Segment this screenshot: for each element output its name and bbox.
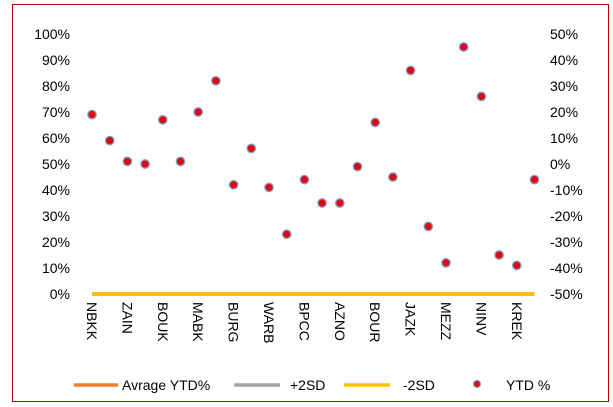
right-tick-label: 30% <box>550 78 578 94</box>
legend-label: Avrage YTD% <box>122 377 210 393</box>
right-tick-label: -50% <box>550 286 583 302</box>
category-label: BOUK <box>155 302 171 342</box>
ytd-point <box>334 198 345 208</box>
ytd-point <box>87 109 97 120</box>
ytd-point <box>511 260 522 271</box>
left-axis: 100% 90% 80% 70% 60% 50% 40% 30% 20% 10% 0% <box>34 26 70 302</box>
ytd-point <box>299 174 310 185</box>
left-tick-label: 30% <box>42 208 70 224</box>
category-label: NINV <box>473 302 489 336</box>
ytd-point <box>441 257 451 268</box>
category-axis: NBKK ZAIN BOUK MABK BURG WARB BPCC AZNO BOUR JAZK… <box>84 302 525 343</box>
ytd-point <box>458 42 469 52</box>
left-tick-label: 60% <box>42 130 70 146</box>
legend-label: YTD % <box>506 377 550 393</box>
ytd-point <box>529 174 540 185</box>
right-tick-label: 20% <box>550 104 578 120</box>
right-tick-label: 50% <box>550 26 578 42</box>
ytd-point <box>193 107 204 117</box>
category-label: KREK <box>509 302 525 341</box>
ytd-point <box>264 182 274 193</box>
category-label: BOUR <box>367 302 383 342</box>
ytd-point <box>388 172 398 182</box>
right-tick-label: 10% <box>550 130 578 146</box>
category-label: ZAIN <box>119 302 135 334</box>
ytd-point <box>246 143 257 154</box>
ytd-point <box>476 91 487 102</box>
category-label: JAZK <box>403 302 419 337</box>
category-label: BPCC <box>296 302 312 341</box>
legend-label: +2SD <box>290 377 325 393</box>
right-axis: 50% 40% 30% 20% 10% 0% -10% -20% -30% -40% -50% <box>550 26 583 302</box>
scatter-chart: 100% 90% 80% 70% 60% 50% 40% 30% 20% 10% 0% 50% 40%… <box>12 4 609 402</box>
ytd-point <box>122 156 133 167</box>
ytd-point <box>157 114 168 125</box>
chart-border <box>12 4 609 402</box>
right-tick-label: -40% <box>550 260 583 276</box>
left-tick-label: 80% <box>42 78 70 94</box>
left-tick-label: 20% <box>42 234 70 250</box>
left-tick-label: 10% <box>42 260 70 276</box>
ytd-point <box>352 161 363 172</box>
ytd-point <box>405 65 416 76</box>
ytd-point <box>494 250 504 260</box>
ytd-point <box>317 198 327 208</box>
left-tick-label: 70% <box>42 104 70 120</box>
category-label: MABK <box>190 302 206 342</box>
chart-frame: 100% 90% 80% 70% 60% 50% 40% 30% 20% 10% 0% 50% 40%… <box>12 4 609 402</box>
legend: Avrage YTD% +2SD -2SD YTD % <box>74 377 550 393</box>
right-tick-label: -10% <box>550 182 583 198</box>
ytd-points <box>87 42 540 271</box>
ytd-point <box>423 221 434 232</box>
ytd-point <box>228 179 239 190</box>
left-tick-label: 100% <box>34 26 70 42</box>
legend-marker <box>472 379 482 389</box>
category-label: AZNO <box>332 302 348 341</box>
legend-label: -2SD <box>403 377 435 393</box>
category-label: MEZZ <box>438 302 454 341</box>
ytd-point <box>281 229 292 240</box>
ytd-point <box>211 75 221 86</box>
left-tick-label: 50% <box>42 156 70 172</box>
category-label: WARB <box>261 302 277 343</box>
ytd-point <box>370 117 381 128</box>
left-tick-label: 40% <box>42 182 70 198</box>
right-tick-label: 0% <box>550 156 570 172</box>
ytd-point <box>175 156 186 167</box>
left-tick-label: 90% <box>42 52 70 68</box>
left-tick-label: 0% <box>50 286 70 302</box>
right-tick-label: -30% <box>550 234 583 250</box>
category-label: BURG <box>226 302 242 342</box>
ytd-point <box>140 159 150 169</box>
category-label: NBKK <box>84 302 100 341</box>
right-tick-label: -20% <box>550 208 583 224</box>
right-tick-label: 40% <box>550 52 578 68</box>
ytd-point <box>104 135 115 146</box>
